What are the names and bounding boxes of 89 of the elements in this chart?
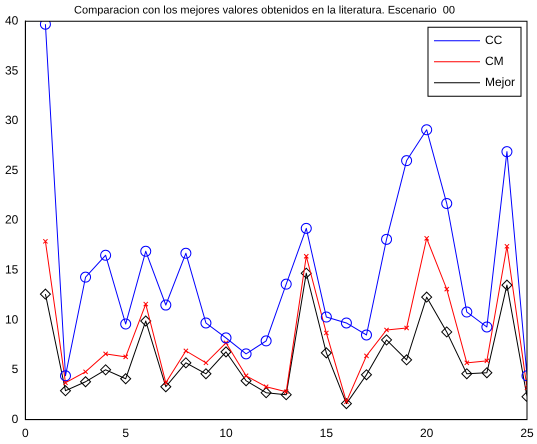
- point: [60, 370, 71, 382]
- x-tick-label: 0: [22, 426, 30, 440]
- chart-title: Comparacion con los mejores valores obtenidos en la literatura. Escenario 00: [74, 4, 455, 17]
- x-tick-label: 15: [320, 426, 334, 440]
- point: [304, 254, 309, 259]
- point: [424, 236, 430, 241]
- point: [501, 146, 512, 158]
- x-tick-label: 5: [122, 426, 130, 440]
- point: [163, 380, 168, 386]
- point: [320, 347, 332, 358]
- point: [441, 326, 452, 338]
- point: [404, 325, 410, 331]
- point: [441, 198, 452, 209]
- point: [180, 357, 192, 368]
- point: [464, 360, 470, 366]
- point: [401, 155, 412, 166]
- point: [220, 332, 232, 344]
- y-tick-label: 35: [4, 63, 19, 78]
- point: [140, 246, 152, 257]
- point: [80, 272, 92, 283]
- legend-label: Mejor: [484, 75, 516, 90]
- point: [260, 335, 272, 346]
- point: [320, 312, 332, 323]
- point: [260, 387, 272, 398]
- point: [180, 248, 192, 259]
- point: [461, 306, 472, 318]
- y-tick-label: 20: [4, 212, 19, 227]
- point: [384, 327, 390, 333]
- y-tick-label: 40: [4, 14, 19, 28]
- y-tick-label: 0: [12, 412, 19, 426]
- point: [223, 340, 229, 346]
- point: [481, 367, 492, 378]
- point: [340, 398, 352, 410]
- point: [40, 21, 51, 30]
- point: [360, 369, 372, 380]
- x-tick-label: 20: [420, 426, 434, 440]
- y-tick-label: 25: [4, 162, 19, 177]
- point: [280, 278, 292, 290]
- point: [300, 268, 312, 279]
- point: [40, 288, 51, 300]
- point: [82, 369, 88, 374]
- point: [300, 222, 312, 234]
- point: [160, 381, 172, 392]
- point: [143, 301, 148, 307]
- point: [243, 373, 249, 378]
- point: [401, 354, 412, 366]
- point: [240, 348, 252, 360]
- point: [160, 300, 172, 311]
- point: [140, 315, 152, 326]
- point: [280, 389, 292, 400]
- point: [421, 292, 432, 303]
- point: [421, 124, 432, 136]
- point: [100, 364, 112, 376]
- point: [484, 358, 490, 364]
- point: [200, 317, 212, 328]
- point: [203, 360, 209, 366]
- x-tick-label: 10: [219, 426, 234, 440]
- point: [284, 389, 289, 394]
- y-tick-label: 5: [12, 362, 19, 376]
- legend-label: CM: [484, 54, 504, 68]
- point: [62, 380, 68, 386]
- point: [360, 329, 372, 340]
- point: [444, 286, 450, 292]
- point: [340, 317, 352, 328]
- point: [220, 346, 232, 358]
- point: [324, 330, 329, 336]
- point: [381, 234, 392, 245]
- point: [123, 354, 128, 360]
- point: [461, 368, 472, 380]
- point: [80, 376, 92, 388]
- point: [501, 280, 512, 291]
- point: [100, 250, 112, 261]
- point: [120, 318, 132, 330]
- point: [504, 244, 510, 249]
- legend-label: CC: [484, 33, 503, 48]
- point: [120, 373, 132, 384]
- point: [183, 348, 188, 354]
- point: [381, 334, 392, 346]
- point: [102, 351, 108, 356]
- y-tick-label: 30: [4, 113, 19, 128]
- x-tick-label: 25: [520, 426, 534, 440]
- point: [481, 321, 492, 332]
- point: [240, 375, 252, 386]
- y-tick-label: 10: [4, 312, 19, 326]
- y-tick-label: 15: [4, 262, 19, 277]
- point: [264, 384, 269, 390]
- point: [364, 353, 370, 358]
- point: [60, 385, 71, 396]
- point: [200, 368, 212, 380]
